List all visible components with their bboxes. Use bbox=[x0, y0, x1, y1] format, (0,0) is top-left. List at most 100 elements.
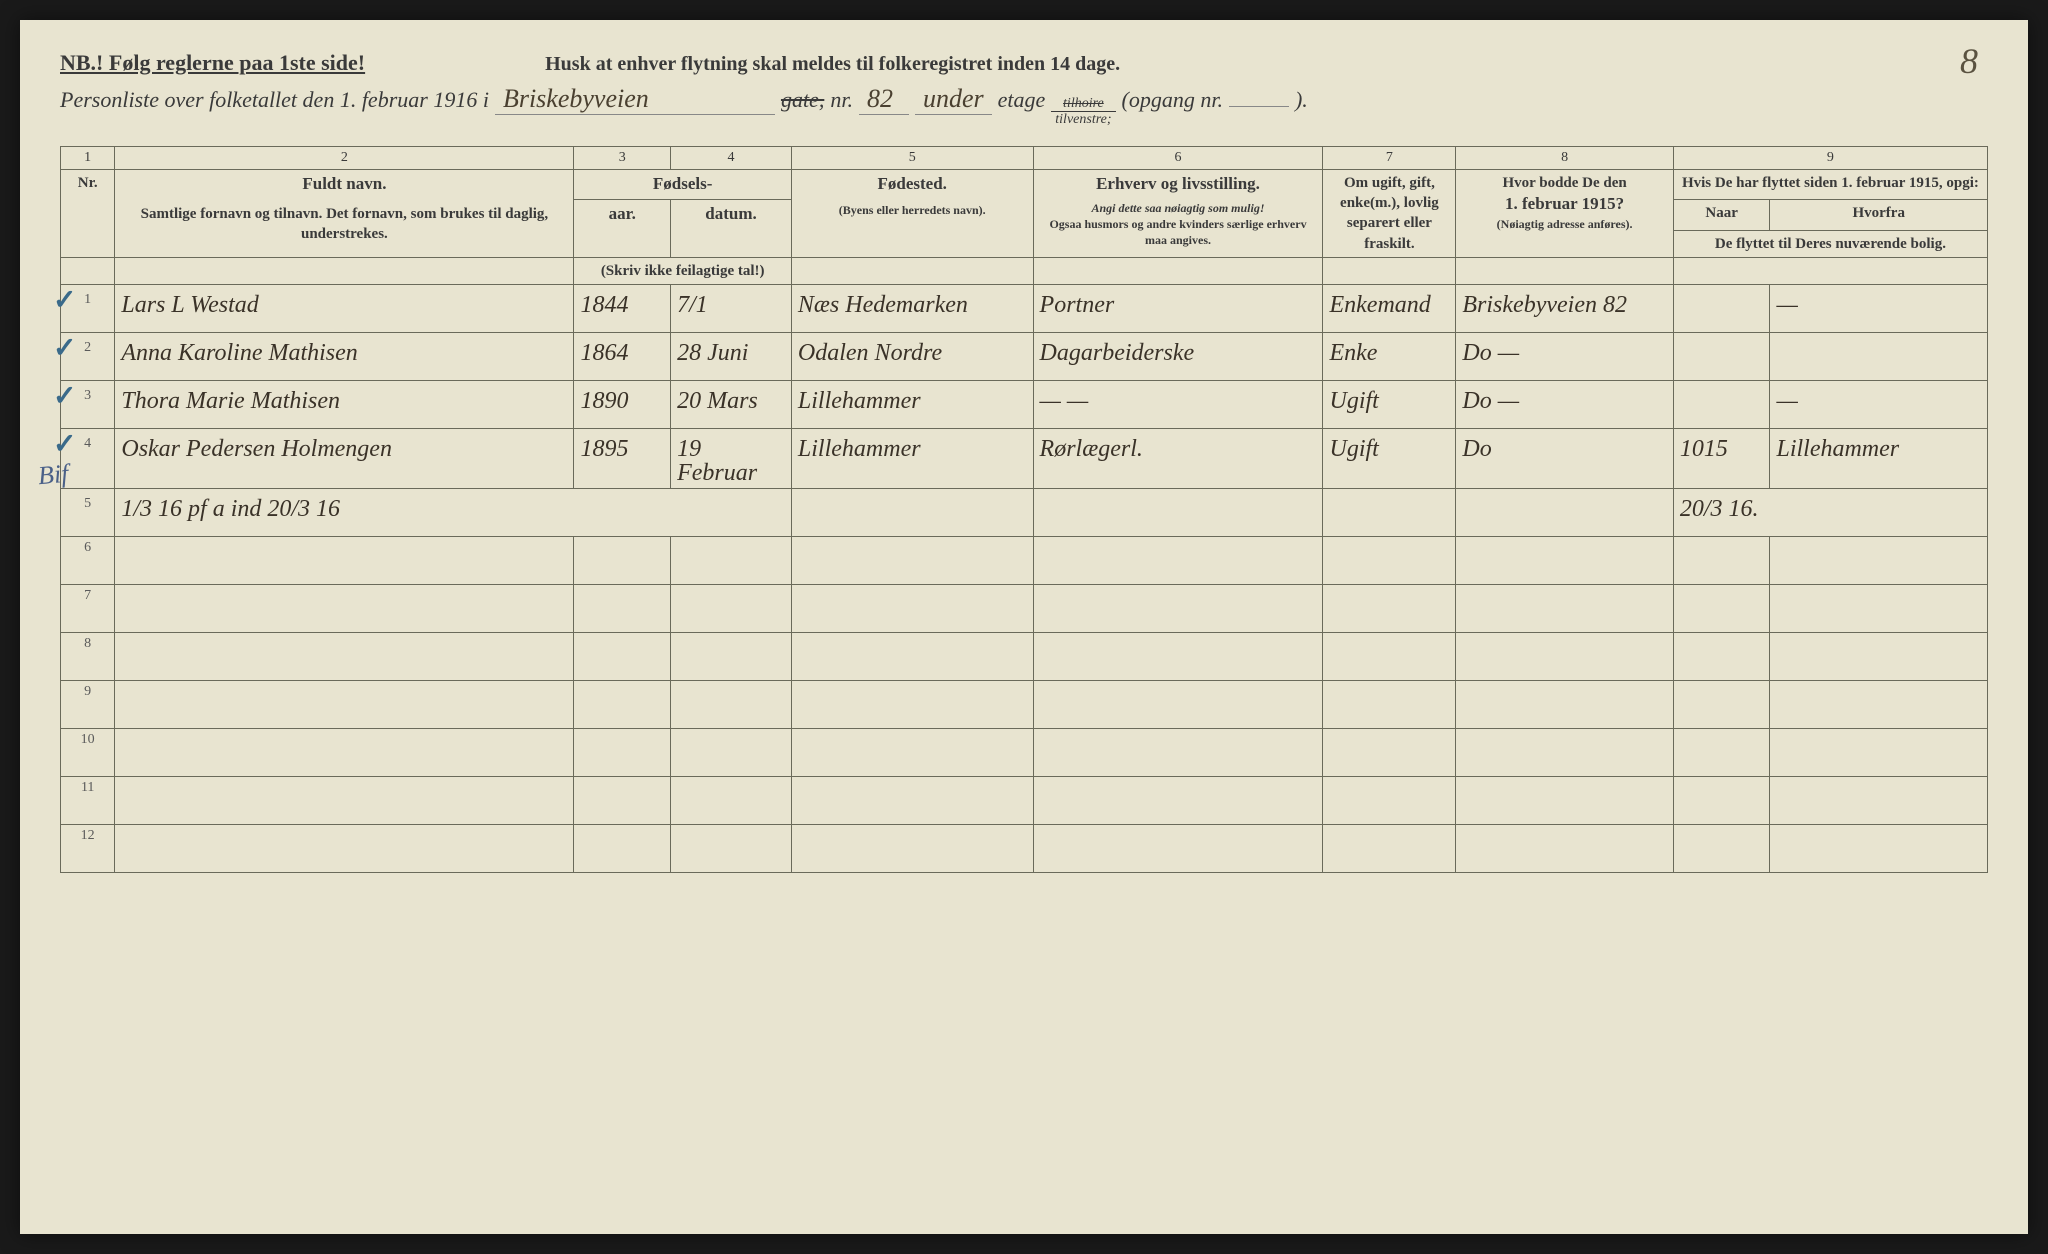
gate-struck: gate, bbox=[781, 87, 824, 113]
cell-date: 19 Februar bbox=[671, 429, 792, 489]
colnum-3: 3 bbox=[574, 146, 671, 169]
cell-moved-year bbox=[1673, 285, 1770, 333]
erhverv-bold: Erhverv og livsstilling. bbox=[1040, 173, 1317, 196]
cell-addr1915: Briskebyveien 82 bbox=[1456, 285, 1673, 333]
colnum-5: 5 bbox=[791, 146, 1033, 169]
header-addr1915: Hvor bodde De den 1. februar 1915? (Nøia… bbox=[1456, 169, 1673, 257]
husk-instruction: Husk at enhver flytning skal meldes til … bbox=[545, 53, 1120, 76]
table-row-empty: 12 bbox=[61, 825, 1988, 873]
row-nr: 11 bbox=[61, 777, 115, 825]
erhverv-sub2: Ogsaa husmors og andre kvinders særlige … bbox=[1040, 216, 1317, 248]
checkmark-icon: ✓ bbox=[53, 431, 76, 459]
cell-moved-year bbox=[1673, 381, 1770, 429]
header-moved-sub: De flyttet til Deres nuværende bolig. bbox=[1673, 230, 1987, 257]
house-number: 82 bbox=[859, 84, 909, 115]
addr1915-line1: Hvor bodde De den bbox=[1462, 173, 1666, 193]
row5-right: 20/3 16. bbox=[1673, 489, 1987, 537]
census-table: 1 2 3 4 5 6 7 8 9 Nr. Fuldt navn. Samtli… bbox=[60, 146, 1988, 873]
cell-occupation: — — bbox=[1033, 381, 1323, 429]
cell-birthplace: Odalen Nordre bbox=[791, 333, 1033, 381]
addr1915-sub: (Nøiagtig adresse anføres). bbox=[1462, 216, 1666, 232]
side-fraction: tilhoire tilvenstre; bbox=[1051, 96, 1115, 128]
header-row-1: NB.! Følg reglerne paa 1ste side! Husk a… bbox=[60, 50, 1988, 76]
table-row-note: 5 1/3 16 pf a ind 20/3 16 20/3 16. bbox=[61, 489, 1988, 537]
cell-moved-from: — bbox=[1770, 381, 1988, 429]
cell-marital: Enkemand bbox=[1323, 285, 1456, 333]
colnum-8: 8 bbox=[1456, 146, 1673, 169]
column-number-row: 1 2 3 4 5 6 7 8 9 bbox=[61, 146, 1988, 169]
tilhoire: tilhoire bbox=[1051, 96, 1115, 112]
cell-moved-from: — bbox=[1770, 285, 1988, 333]
row-nr: 7 bbox=[61, 585, 115, 633]
header-naar: Naar bbox=[1673, 199, 1770, 230]
cell-year: 1890 bbox=[574, 381, 671, 429]
fodsels-label: Fødsels- bbox=[653, 174, 713, 193]
opgang-value bbox=[1229, 106, 1289, 107]
cell-addr1915: Do — bbox=[1456, 381, 1673, 429]
cell-moved-year: 1015 bbox=[1673, 429, 1770, 489]
row-nr: 6 bbox=[61, 537, 115, 585]
colnum-7: 7 bbox=[1323, 146, 1456, 169]
cell-date: 20 Mars bbox=[671, 381, 792, 429]
row-nr: ✓3 bbox=[61, 381, 115, 429]
addr1915-bold: 1. februar 1915? bbox=[1462, 193, 1666, 216]
cell-marital: Enke bbox=[1323, 333, 1456, 381]
header-fodsels: Fødsels- bbox=[574, 169, 791, 199]
column-header-row-1: Nr. Fuldt navn. Samtlige fornavn og tiln… bbox=[61, 169, 1988, 199]
fodested-sub: (Byens eller herredets navn). bbox=[798, 202, 1027, 218]
cell-birthplace: Lillehammer bbox=[791, 381, 1033, 429]
opgang-label: (opgang nr. bbox=[1122, 87, 1223, 113]
cell-occupation: Dagarbeiderske bbox=[1033, 333, 1323, 381]
fodested-bold: Fødested. bbox=[798, 173, 1027, 196]
cell-name: Thora Marie Mathisen bbox=[115, 381, 574, 429]
personliste-prefix: Personliste over folketallet den 1. febr… bbox=[60, 87, 489, 113]
nb-instruction: NB.! Følg reglerne paa 1ste side! bbox=[60, 50, 365, 76]
header-hvorfra: Hvorfra bbox=[1770, 199, 1988, 230]
header-fodested: Fødested. (Byens eller herredets navn). bbox=[791, 169, 1033, 257]
header-datum: datum. bbox=[671, 199, 792, 257]
cell-marital: Ugift bbox=[1323, 381, 1456, 429]
column-header-row-4: (Skriv ikke feilagtige tal!) bbox=[61, 257, 1988, 284]
row-nr: 10 bbox=[61, 729, 115, 777]
cell-moved-year bbox=[1673, 333, 1770, 381]
cell-date: 7/1 bbox=[671, 285, 792, 333]
table-row: ✓4 Oskar Pedersen Holmengen 1895 19 Febr… bbox=[61, 429, 1988, 489]
checkmark-icon: ✓ bbox=[53, 383, 76, 411]
etage-value: under bbox=[915, 84, 992, 115]
header-name: Fuldt navn. Samtlige fornavn og tilnavn.… bbox=[115, 169, 574, 257]
header-row-2: Personliste over folketallet den 1. febr… bbox=[60, 84, 1988, 128]
name-bold: Fuldt navn. bbox=[121, 173, 567, 196]
cell-addr1915: Do — bbox=[1456, 333, 1673, 381]
cell-marital: Ugift bbox=[1323, 429, 1456, 489]
datum-label: datum. bbox=[705, 204, 756, 223]
header-skriv: (Skriv ikke feilagtige tal!) bbox=[574, 257, 791, 284]
table-row: ✓2 Anna Karoline Mathisen 1864 28 Juni O… bbox=[61, 333, 1988, 381]
checkmark-icon: ✓ bbox=[53, 287, 76, 315]
table-row-empty: 6 bbox=[61, 537, 1988, 585]
header-marital: Om ugift, gift, enke(m.), lovlig separer… bbox=[1323, 169, 1456, 257]
checkmark-icon: ✓ bbox=[53, 335, 76, 363]
cell-name: Anna Karoline Mathisen bbox=[115, 333, 574, 381]
header-aar: aar. bbox=[574, 199, 671, 257]
header-nr: Nr. bbox=[61, 169, 115, 257]
row-nr: 5 bbox=[61, 489, 115, 537]
table-row-empty: 9 bbox=[61, 681, 1988, 729]
cell-year: 1895 bbox=[574, 429, 671, 489]
nr-label: nr. bbox=[830, 87, 853, 113]
aar-label: aar. bbox=[609, 204, 636, 223]
cell-year: 1864 bbox=[574, 333, 671, 381]
cell-occupation: Rørlægerl. bbox=[1033, 429, 1323, 489]
erhverv-sub1: Angi dette saa nøiagtig som mulig! bbox=[1040, 200, 1317, 216]
cell-moved-from: Lillehammer bbox=[1770, 429, 1988, 489]
header-moved: Hvis De har flyttet siden 1. februar 191… bbox=[1673, 169, 1987, 199]
street-name: Briskebyveien bbox=[495, 84, 775, 115]
cell-birthplace: Næs Hedemarken bbox=[791, 285, 1033, 333]
table-row: ✓1 Lars L Westad 1844 7/1 Næs Hedemarken… bbox=[61, 285, 1988, 333]
row-nr: 12 bbox=[61, 825, 115, 873]
cell-moved-from bbox=[1770, 333, 1988, 381]
table-body: ✓1 Lars L Westad 1844 7/1 Næs Hedemarken… bbox=[61, 285, 1988, 873]
row5-note: 1/3 16 pf a ind 20/3 16 bbox=[115, 489, 792, 537]
table-row: ✓3 Thora Marie Mathisen 1890 20 Mars Lil… bbox=[61, 381, 1988, 429]
colnum-2: 2 bbox=[115, 146, 574, 169]
table-row-empty: 10 bbox=[61, 729, 1988, 777]
